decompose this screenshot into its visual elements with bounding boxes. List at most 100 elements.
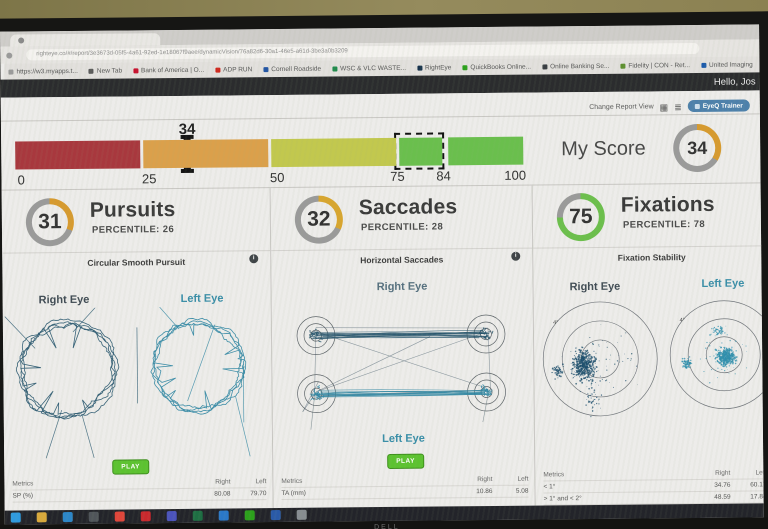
metrics-cell: 34.76 — [714, 481, 731, 489]
pursuits-title: Pursuits — [89, 198, 176, 222]
left-eye-label: Left Eye — [180, 292, 224, 305]
bookmark-label: RightEye — [424, 63, 452, 72]
notes-icon[interactable] — [296, 509, 307, 520]
bookmark-item[interactable]: ADP RUN — [215, 66, 252, 73]
bookmark-label: Bank of America | O... — [141, 66, 205, 74]
metrics-cell: 79.70 — [250, 490, 267, 498]
word-icon[interactable] — [270, 510, 281, 521]
pursuits-score-value: 31 — [31, 204, 69, 241]
info-icon[interactable] — [249, 254, 259, 264]
metrics-header-cell: Right — [477, 475, 493, 484]
metrics-cell: 48.59 — [714, 493, 731, 501]
bookmark-item[interactable]: Bank of America | O... — [133, 66, 204, 74]
metrics-header-cell: Right — [215, 478, 231, 486]
bookmark-item[interactable]: United Imaging — [700, 60, 753, 69]
bookmark-label: Online Banking Se... — [550, 62, 610, 70]
pursuits-metrics-table: Metrics Right Left SP (%) 80.08 79.70 — [12, 476, 267, 503]
bookmark-item[interactable]: https://w3.myapps.t... — [8, 67, 78, 76]
monitor: righteye.co/#/report/3e3673d-05f5-4a61-9… — [0, 11, 768, 529]
bookmark-label: United Imaging — [708, 60, 753, 69]
score-bar-segment — [14, 140, 140, 170]
bookmark-label: https://w3.myapps.t... — [16, 67, 78, 76]
svg-text:4°: 4° — [680, 318, 685, 324]
metrics-row: TA (mm) 10.86 5.08 — [281, 485, 529, 500]
eyeq-trainer-button[interactable]: EyeQ Trainer — [687, 99, 750, 113]
back-icon[interactable] — [6, 52, 13, 59]
metrics-header-cell: Metrics — [543, 471, 565, 479]
teams-icon[interactable] — [166, 511, 177, 522]
fixations-score-value: 75 — [562, 198, 600, 236]
bookmark-favicon-icon — [215, 67, 221, 73]
eyeq-trainer-label: EyeQ Trainer — [702, 102, 743, 110]
right-eye-label: Right Eye — [38, 293, 90, 307]
excel-icon[interactable] — [192, 510, 203, 521]
my-score-value: 34 — [679, 129, 716, 167]
saccades-score-value: 32 — [300, 201, 338, 238]
bookmark-label: Cornell Roadside — [271, 65, 322, 73]
fixations-chart-title: Fixation Stability — [617, 252, 686, 263]
score-bar-tick: 75 — [390, 168, 405, 184]
metrics-header-cell: Metrics — [12, 480, 34, 488]
score-bar-tick: 100 — [504, 167, 527, 183]
saccades-score-badge: 32 — [294, 195, 344, 244]
score-bar-tick: 50 — [269, 169, 285, 186]
pursuits-chart-title: Circular Smooth Pursuit — [87, 256, 186, 268]
saccades-chart-title: Horizontal Saccades — [360, 254, 444, 266]
adobe-acrobat-icon[interactable] — [140, 511, 151, 522]
metrics-cell: 80.08 — [214, 490, 231, 498]
chrome-browser-icon[interactable] — [114, 511, 125, 522]
metrics-cell: SP (%) — [12, 492, 34, 500]
grid-view-icon[interactable] — [660, 97, 669, 115]
fixations-metrics-table: Metrics Right Left < 1° 34.76 60.17 > 1° and <… — [543, 467, 764, 506]
divider — [533, 245, 764, 249]
windows-start-icon[interactable] — [10, 512, 21, 523]
fixations-score-badge: 75 — [556, 192, 606, 242]
bookmark-item[interactable]: Online Banking Se... — [542, 62, 609, 70]
quickbooks-icon[interactable] — [244, 510, 255, 521]
metrics-cell: TA (mm) — [281, 489, 306, 497]
score-bar-tick: 84 — [436, 168, 451, 184]
metrics-header-cell: Left — [755, 469, 764, 477]
panel-pursuits: 31 Pursuits PERCENTILE: 26 Circular Smoo… — [2, 188, 273, 511]
screen: righteye.co/#/report/3e3673d-05f5-4a61-9… — [0, 24, 764, 525]
score-bar-segment — [398, 137, 442, 166]
bookmark-item[interactable]: New Tab — [88, 67, 122, 74]
right-eye-label: Right Eye — [376, 280, 428, 294]
metrics-cell: < 1° — [543, 483, 556, 491]
bookmark-item[interactable]: QuickBooks Online... — [462, 63, 531, 71]
metrics-header-cell: Left — [255, 478, 267, 486]
metrics-cell: 10.86 — [476, 487, 493, 496]
right-eye-label: Right Eye — [569, 280, 621, 294]
pursuit-chart-svg — [4, 306, 251, 459]
bookmark-item[interactable]: WSC & VLC WASTE... — [332, 64, 406, 72]
info-icon[interactable] — [511, 251, 521, 261]
saccades-title: Saccades — [358, 195, 458, 220]
bookmark-favicon-icon — [263, 66, 269, 72]
eyeq-trainer-icon — [694, 103, 700, 109]
bookmark-item[interactable]: Fidelity | CON - Ret... — [620, 62, 690, 70]
metrics-cell: 17.84 — [750, 493, 764, 501]
outlook-icon[interactable] — [218, 510, 229, 521]
bookmark-item[interactable]: RightEye — [416, 63, 452, 72]
svg-text:4°: 4° — [553, 320, 558, 326]
my-score-label: My Score — [561, 137, 646, 161]
bookmark-favicon-icon — [8, 69, 14, 75]
divider — [0, 113, 760, 122]
score-bar-tick: 25 — [141, 171, 157, 187]
bookmark-item[interactable]: Cornell Roadside — [263, 65, 321, 73]
phone-link-icon[interactable] — [88, 511, 99, 522]
fixations-title: Fixations — [620, 192, 715, 217]
edge-browser-icon[interactable] — [62, 512, 73, 523]
bookmark-favicon-icon — [416, 65, 423, 71]
metrics-cell: 60.17 — [750, 481, 764, 489]
pursuits-score-badge: 31 — [25, 197, 75, 247]
file-explorer-icon[interactable] — [36, 512, 47, 523]
play-button[interactable]: PLAY — [112, 459, 150, 475]
saccades-metrics-table: Metrics Right Left TA (mm) 10.86 5.08 — [281, 473, 529, 500]
play-button[interactable]: PLAY — [387, 453, 425, 469]
divider — [271, 247, 533, 252]
saccades-chart-svg — [296, 314, 506, 430]
list-view-icon[interactable] — [674, 97, 682, 115]
score-bar-tick: 0 — [17, 172, 25, 188]
score-bar-segment — [142, 139, 268, 169]
